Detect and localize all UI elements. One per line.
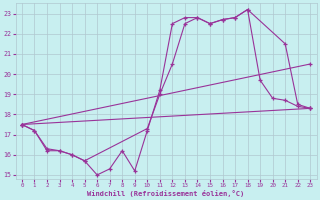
X-axis label: Windchill (Refroidissement éolien,°C): Windchill (Refroidissement éolien,°C) xyxy=(87,190,245,197)
